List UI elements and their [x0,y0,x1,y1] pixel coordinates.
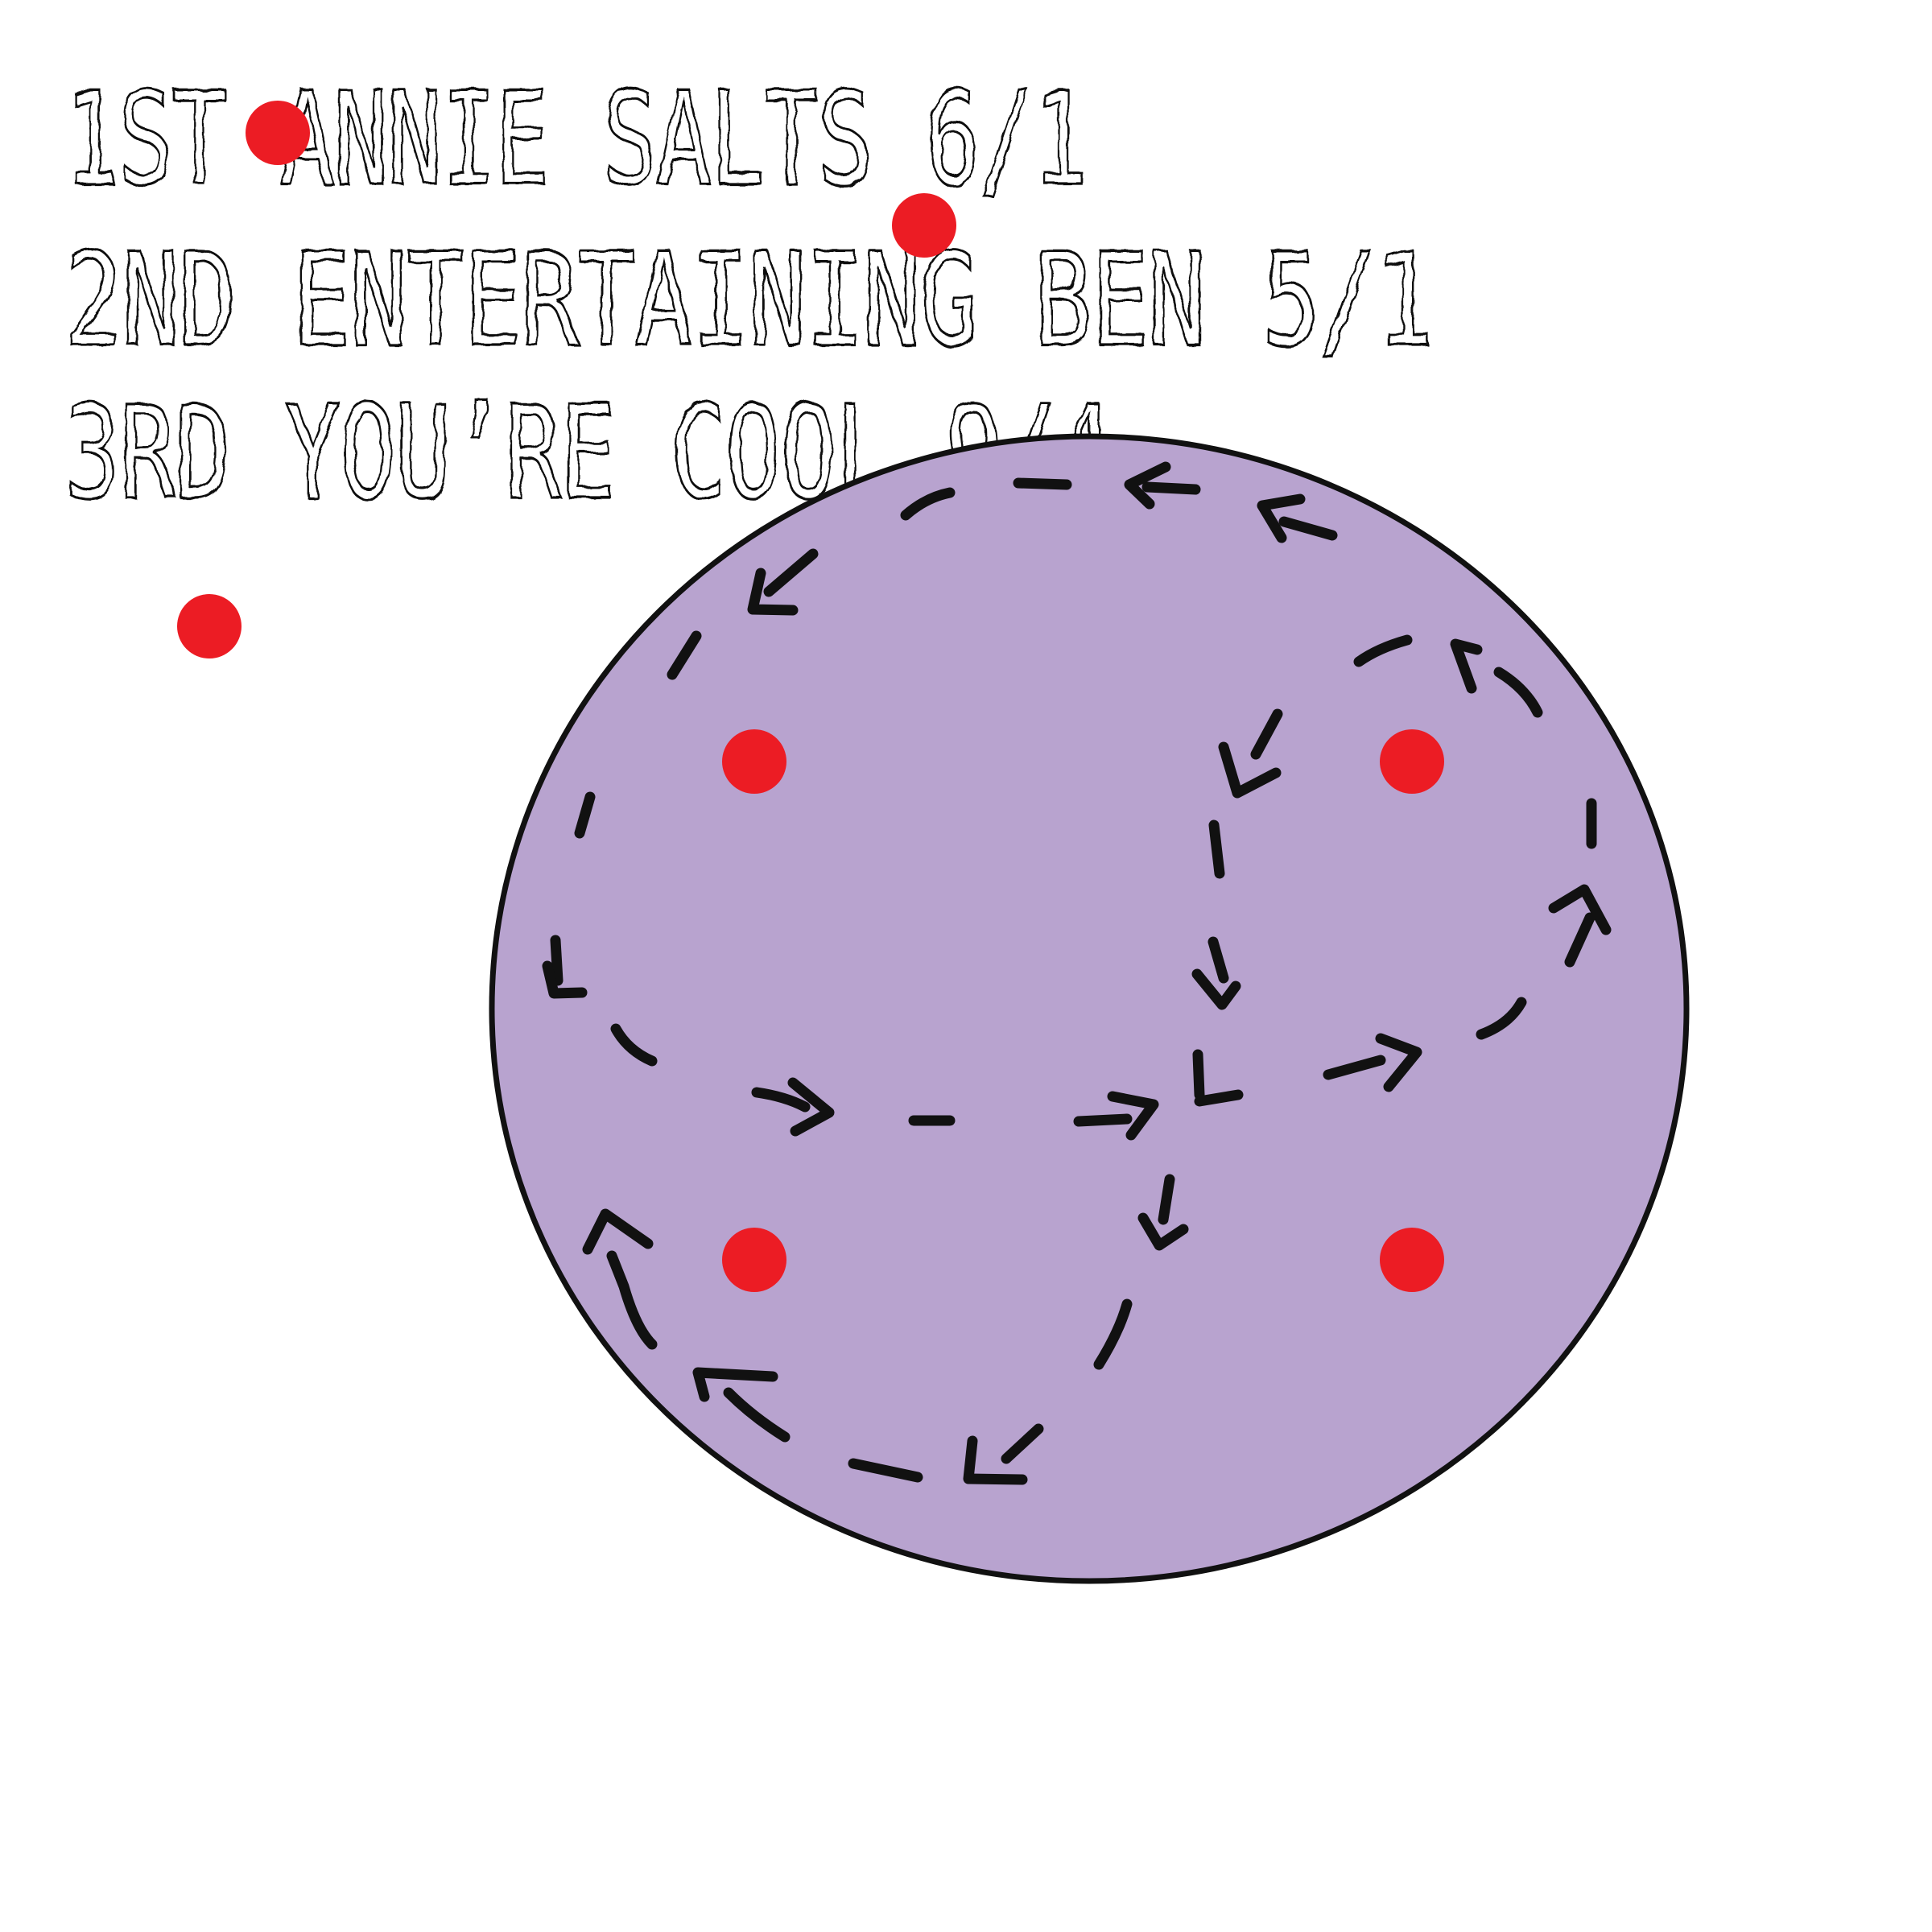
route-dash [1208,819,1225,879]
red-markers [177,101,1444,1292]
red-dot-icon [177,594,242,658]
route-dash [1194,1089,1244,1107]
arrowhead-icon [1137,1212,1189,1251]
arrowhead-icon [1257,493,1306,543]
route-dash [574,791,596,839]
route-dash [1158,1174,1175,1225]
arrowhead-icon [1548,884,1612,935]
red-dot-icon [722,1228,786,1292]
route-dash [1073,1113,1133,1127]
red-dot-icon [1380,1228,1444,1292]
route-dash [1192,1049,1205,1100]
arrowhead-icon [963,1435,1028,1485]
route-dash [550,935,564,986]
route-dash [751,1087,811,1113]
route-dash [1208,936,1229,984]
route-dash [1001,1423,1044,1464]
dashed-route [542,461,1612,1485]
arrowhead-icon [1191,968,1241,1010]
arrowhead-icon [1107,1091,1159,1141]
route-dash [763,548,819,597]
route-dash [1278,516,1338,541]
red-dot-icon [1380,729,1444,794]
purple-disc [489,433,1690,1584]
arrowhead-icon [787,1077,835,1137]
route-dash [1323,1055,1386,1080]
route-dash [1141,481,1201,495]
red-dot-icon [722,729,786,794]
route-dash [848,1458,923,1483]
route-dash [1353,634,1413,667]
route-dash [1476,997,1527,1040]
red-dot-icon [892,193,956,258]
route-dash [610,1023,658,1067]
arrowhead-icon [582,1208,654,1255]
arrowhead-icon [1124,461,1171,510]
arrowhead-icon [1375,1033,1422,1092]
route-dash [606,1250,658,1350]
result-line-1st: 1ST ANNIE SALTS 6/1 [64,64,1087,214]
arrowhead-icon [747,568,799,616]
route-dash [1564,912,1596,968]
route-dash [1493,667,1543,718]
arrowhead-icon [542,960,588,999]
arrowhead-icon [1450,638,1483,694]
route-dash [1013,477,1072,490]
route-dash [900,487,956,521]
route-dash [1250,708,1283,760]
route-dash [667,630,702,680]
arrowhead-icon [1218,741,1282,799]
arrowhead-icon [692,1367,778,1402]
red-dot-icon [246,101,310,165]
result-line-2nd: 2ND ENTERTAINING BEN 5/1 [64,225,1433,375]
route-dash [1093,1298,1133,1370]
route-dash [723,1387,791,1443]
